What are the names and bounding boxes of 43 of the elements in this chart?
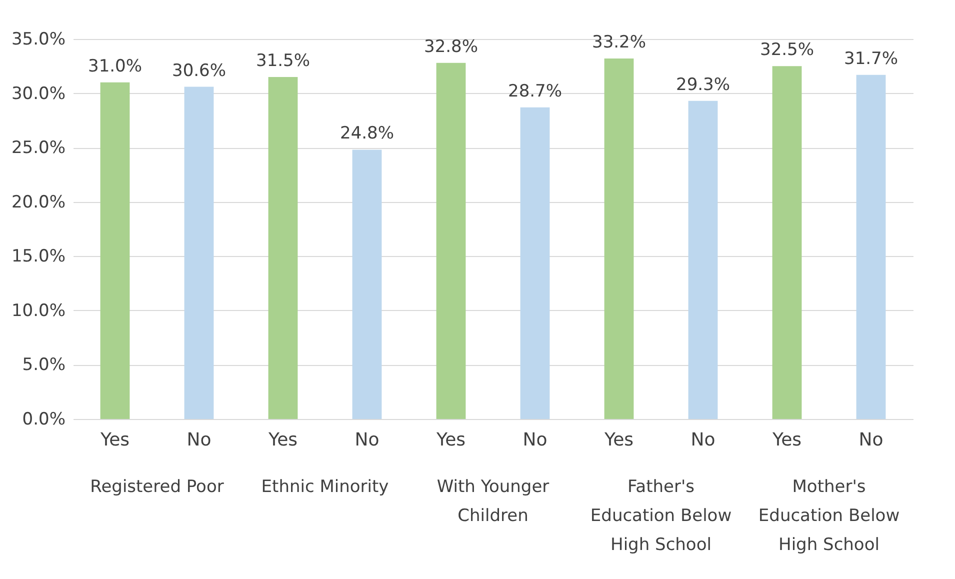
- bar: [436, 62, 466, 419]
- text: With Younger Children: [436, 477, 550, 526]
- y-tick-label: 30.0%: [11, 84, 66, 104]
- x-tick-label: No: [354, 430, 380, 450]
- x-tick-label: Yes: [99, 430, 130, 450]
- data-label: 31.0%: [88, 56, 142, 76]
- text: Father's Education Below High School: [590, 477, 732, 555]
- data-label: 32.5%: [760, 40, 814, 60]
- data-label: 33.2%: [592, 32, 646, 53]
- x-tick-label: Yes: [771, 430, 802, 450]
- data-label: 28.7%: [508, 81, 562, 102]
- x-tick-label: No: [522, 430, 548, 450]
- y-tick-label: 10.0%: [11, 300, 66, 321]
- x-tick-label: Yes: [603, 430, 634, 450]
- bar: [520, 107, 550, 419]
- x-tick-label: Yes: [435, 430, 466, 450]
- data-label: 31.7%: [844, 48, 898, 69]
- bar: [772, 66, 802, 419]
- bar: [856, 74, 886, 419]
- bar: [100, 82, 130, 419]
- data-label: 29.3%: [676, 74, 730, 95]
- y-tick-label: 35.0%: [11, 30, 66, 50]
- y-tick-label: 0.0%: [22, 410, 66, 430]
- bar: [688, 100, 718, 419]
- x-tick-label: No: [186, 430, 212, 450]
- y-tick-label: 25.0%: [11, 138, 66, 158]
- x-tick-label: No: [690, 430, 716, 450]
- data-label: 24.8%: [340, 124, 394, 144]
- data-label: 30.6%: [172, 60, 226, 81]
- x-tick-label: Yes: [267, 430, 298, 450]
- bar: [184, 86, 214, 419]
- bar: [352, 150, 382, 419]
- y-tick-label: 20.0%: [11, 192, 66, 212]
- y-tick-label: 15.0%: [11, 246, 66, 267]
- y-tick-label: 5.0%: [22, 355, 66, 376]
- x-tick-label: No: [858, 430, 884, 450]
- data-label: 32.8%: [424, 36, 478, 57]
- text: Mother's Education Below High School: [758, 477, 900, 555]
- text: Ethnic Minority: [261, 477, 389, 497]
- text: Registered Poor: [90, 477, 224, 497]
- bar: [268, 77, 298, 419]
- bar: [604, 58, 634, 419]
- data-label: 31.5%: [256, 51, 310, 71]
